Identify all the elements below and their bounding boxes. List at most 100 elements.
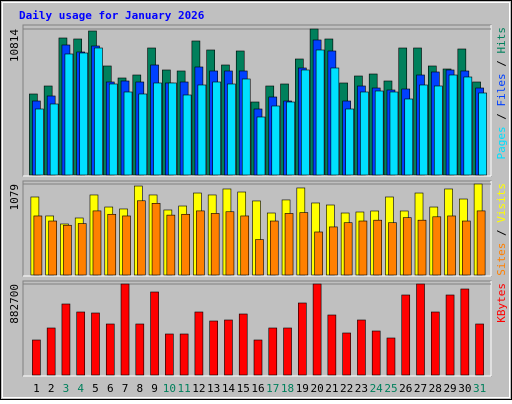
- bar: [343, 222, 353, 276]
- bar: [224, 319, 233, 376]
- bar: [475, 323, 484, 376]
- x-tick-label: 12: [192, 382, 205, 395]
- bar: [150, 291, 159, 376]
- x-tick-label: 19: [296, 382, 309, 395]
- bar: [404, 98, 414, 176]
- x-tick-label: 7: [122, 382, 129, 395]
- bar: [253, 339, 263, 376]
- bar: [64, 53, 74, 176]
- bar: [327, 314, 337, 376]
- bar: [389, 91, 399, 176]
- legend-separator: /: [495, 54, 508, 74]
- legend-entry: Sites: [495, 243, 508, 276]
- bar: [138, 93, 148, 176]
- bar: [240, 215, 250, 276]
- bar: [448, 74, 458, 176]
- legend-entry: Pages: [495, 126, 508, 159]
- bar: [168, 82, 177, 176]
- bar: [386, 337, 396, 376]
- bar: [478, 92, 487, 176]
- x-tick-label: 4: [77, 382, 84, 395]
- bar: [197, 84, 207, 176]
- bar: [108, 83, 118, 176]
- bar: [135, 323, 145, 376]
- x-tick-label: 24: [370, 382, 384, 395]
- bar: [447, 215, 456, 276]
- legend: KBytes: [495, 283, 508, 323]
- bar: [269, 220, 279, 276]
- x-tick-label: 14: [222, 382, 236, 395]
- x-tick-label: 29: [443, 382, 456, 395]
- bar: [445, 294, 455, 376]
- legend: Sites / Visits: [495, 183, 508, 276]
- bar: [268, 327, 278, 376]
- x-tick-label: 13: [207, 382, 220, 395]
- bar: [212, 81, 221, 176]
- bar: [123, 91, 133, 176]
- bar: [181, 213, 190, 276]
- bar: [122, 215, 131, 276]
- bar: [33, 215, 43, 276]
- bar: [373, 219, 382, 276]
- bar: [256, 116, 266, 176]
- bar: [105, 323, 115, 376]
- y-tick-label: 882700: [8, 284, 21, 324]
- bar: [94, 47, 103, 176]
- bar: [419, 84, 428, 176]
- x-tick-label: 25: [384, 382, 397, 395]
- bar: [151, 203, 161, 276]
- x-tick-label: 31: [473, 382, 486, 395]
- bar: [107, 213, 117, 276]
- x-tick-label: 1: [33, 382, 40, 395]
- bar: [120, 283, 130, 376]
- bar: [225, 211, 235, 276]
- bar: [430, 311, 440, 376]
- bar: [46, 327, 56, 376]
- bar: [196, 210, 205, 276]
- x-tick-label: 26: [399, 382, 412, 395]
- bar: [416, 283, 425, 376]
- bar: [153, 82, 162, 176]
- x-tick-label: 15: [237, 382, 250, 395]
- bar: [314, 231, 323, 276]
- legend-separator: /: [495, 223, 508, 243]
- x-tick-label: 2: [48, 382, 55, 395]
- bar: [432, 216, 442, 276]
- bar: [401, 294, 411, 376]
- x-tick-label: 16: [251, 382, 264, 395]
- x-tick-label: 27: [414, 382, 427, 395]
- bar: [79, 52, 89, 176]
- bar: [35, 108, 44, 176]
- bar: [271, 105, 281, 176]
- bar: [61, 303, 71, 376]
- bar: [255, 239, 264, 276]
- x-tick-label: 21: [325, 382, 338, 395]
- bar: [137, 200, 146, 276]
- x-tick-label: 6: [107, 382, 114, 395]
- chart-title: Daily usage for January 2026: [19, 9, 205, 22]
- legend-entry: Files: [495, 73, 508, 106]
- bar: [330, 67, 340, 176]
- legend-entry: Hits: [495, 27, 508, 54]
- bar: [462, 220, 471, 276]
- x-tick-label: 30: [458, 382, 471, 395]
- bar: [49, 103, 59, 176]
- bar: [286, 101, 295, 176]
- bar: [371, 330, 381, 376]
- frame-inner: [2, 2, 510, 398]
- bar: [345, 108, 354, 176]
- bar: [209, 320, 218, 376]
- bar: [417, 219, 427, 276]
- bar: [32, 339, 41, 376]
- x-tick-label: 5: [92, 382, 99, 395]
- bar: [360, 91, 369, 176]
- bar: [301, 69, 310, 176]
- bar: [312, 283, 322, 376]
- bar: [92, 210, 102, 276]
- bar: [241, 78, 251, 176]
- x-tick-label: 8: [136, 382, 143, 395]
- bar: [165, 333, 174, 376]
- bar: [179, 333, 189, 376]
- bar: [284, 213, 294, 276]
- bar: [433, 85, 443, 176]
